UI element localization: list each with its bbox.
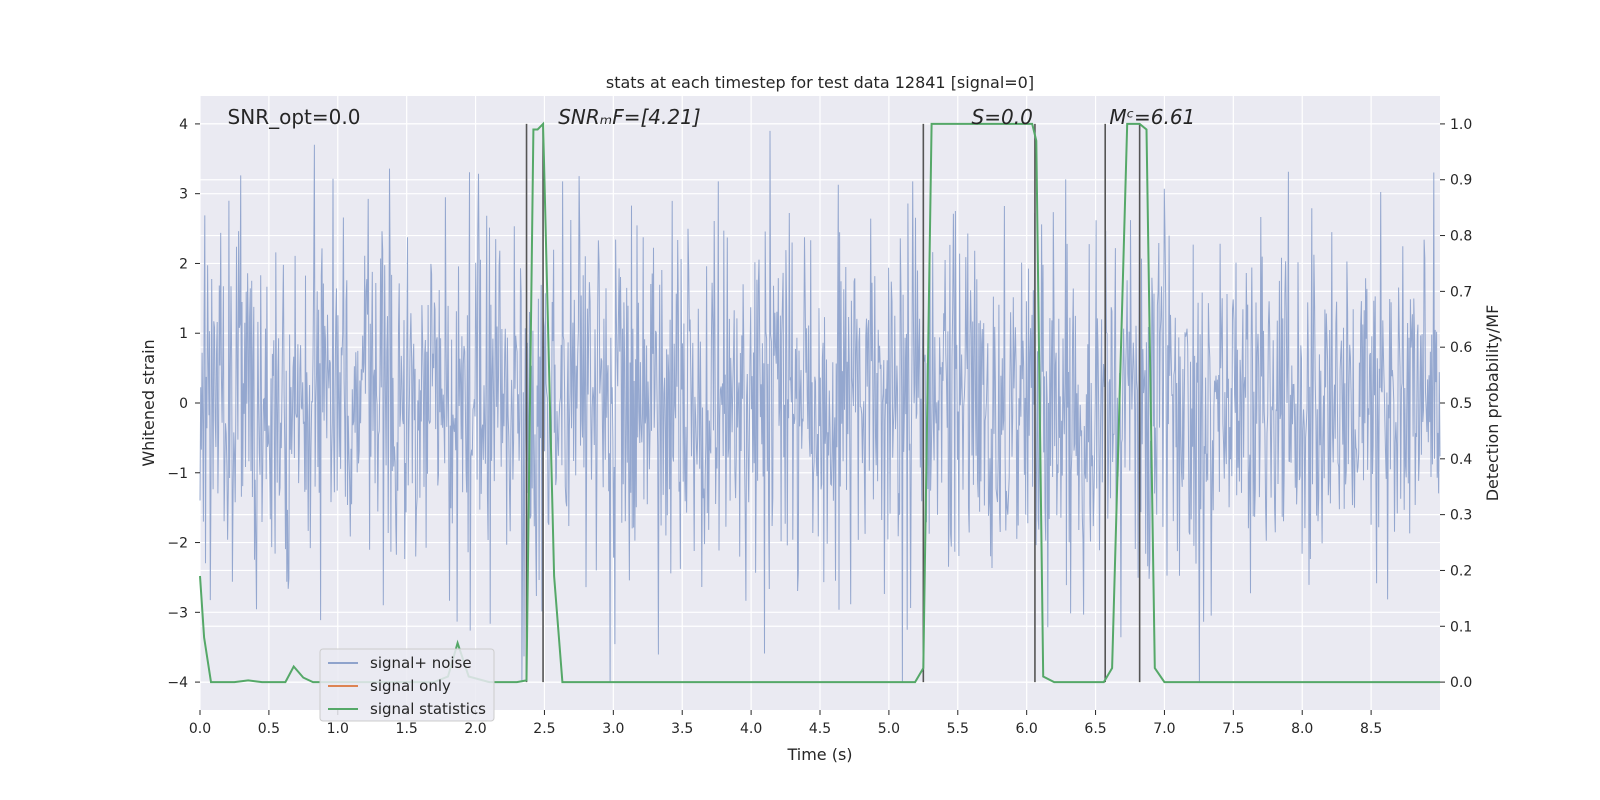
x-tick-label: 5.0 xyxy=(878,721,900,737)
x-tick-label: 4.5 xyxy=(809,721,831,737)
x-tick-label: 3.0 xyxy=(602,721,624,737)
x-tick-label: 1.0 xyxy=(327,721,349,737)
y-left-tick-label: −3 xyxy=(167,605,188,621)
y-right-tick-label: 0.6 xyxy=(1450,340,1472,356)
y-left-tick-label: 3 xyxy=(179,187,188,203)
y-left-tick-label: −1 xyxy=(167,466,188,482)
x-tick-label: 4.0 xyxy=(740,721,762,737)
y-left-tick-label: 0 xyxy=(179,396,188,412)
x-axis-ticks: 0.0 0.5 1.0 1.5 2.0 2.5 3.0 3.5 4.0 4.5 5.0 5.5 6.0 6… xyxy=(189,710,1382,737)
legend-label-signal-only: signal only xyxy=(370,677,451,695)
x-tick-label: 6.5 xyxy=(1084,721,1106,737)
x-tick-label: 6.0 xyxy=(1016,721,1038,737)
y-right-tick-label: 0.8 xyxy=(1450,229,1472,245)
x-tick-label: 1.5 xyxy=(396,721,418,737)
x-tick-label: 5.5 xyxy=(947,721,969,737)
legend-box xyxy=(319,648,495,722)
y-left-tick-label: 1 xyxy=(179,326,188,342)
y-right-tick-label: 0.0 xyxy=(1450,675,1472,691)
chart-title: stats at each timestep for test data 128… xyxy=(606,73,1034,92)
x-tick-label: 0.5 xyxy=(258,721,280,737)
x-tick-label: 8.5 xyxy=(1360,721,1382,737)
y-left-tick-label: −2 xyxy=(167,536,188,552)
y-right-tick-label: 0.5 xyxy=(1450,396,1472,412)
annotation-text: S=0.0 xyxy=(972,105,1033,129)
x-tick-label: 7.0 xyxy=(1153,721,1175,737)
legend: signal+ noise signal only signal statist… xyxy=(319,648,495,722)
x-tick-label: 0.0 xyxy=(189,721,211,737)
y-left-tick-label: 2 xyxy=(179,256,188,272)
y-right-tick-label: 0.2 xyxy=(1450,563,1472,579)
y-right-tick-label: 0.3 xyxy=(1450,508,1472,524)
annotation-text: SNR_opt=0.0 xyxy=(228,105,361,129)
legend-label-signal-noise: signal+ noise xyxy=(370,654,472,672)
y-right-tick-label: 0.7 xyxy=(1450,284,1472,300)
legend-label-signal-statistics: signal statistics xyxy=(370,700,486,718)
annotation-text: Mᶜ=6.61 xyxy=(1109,105,1195,129)
x-tick-label: 3.5 xyxy=(671,721,693,737)
y-left-tick-label: −4 xyxy=(167,675,188,691)
noise-line xyxy=(199,130,1441,683)
y-right-tick-label: 0.9 xyxy=(1450,173,1472,189)
x-tick-label: 7.5 xyxy=(1222,721,1244,737)
series-signal-noise xyxy=(199,130,1441,683)
x-axis-label: Time (s) xyxy=(786,745,852,764)
y-left-axis-ticks: −4 −3 −2 −1 0 1 2 3 4 xyxy=(167,117,200,691)
y-right-tick-label: 0.1 xyxy=(1450,619,1472,635)
y-right-tick-label: 0.4 xyxy=(1450,452,1472,468)
y-right-axis-label: Detection probability/MF xyxy=(1483,305,1502,502)
x-tick-label: 2.5 xyxy=(533,721,555,737)
statistics-line xyxy=(199,121,1440,684)
annotations: SNR_opt=0.0 SNRₘF=[4.21] S=0.0 Mᶜ=6.61 xyxy=(228,105,1196,129)
annotation-text: SNRₘF=[4.21] xyxy=(558,105,700,129)
y-right-axis-ticks: 0.0 0.1 0.2 0.3 0.4 0.5 0.6 0.7 0.8 0.9 1.0 xyxy=(1440,117,1472,691)
y-left-axis-label: Whitened strain xyxy=(139,339,158,466)
series-signal-statistics xyxy=(199,121,1440,684)
x-tick-label: 2.0 xyxy=(464,721,486,737)
y-left-tick-label: 4 xyxy=(179,117,188,133)
x-tick-label: 8.0 xyxy=(1291,721,1313,737)
vertical-markers xyxy=(525,123,1141,683)
y-right-tick-label: 1.0 xyxy=(1450,117,1472,133)
